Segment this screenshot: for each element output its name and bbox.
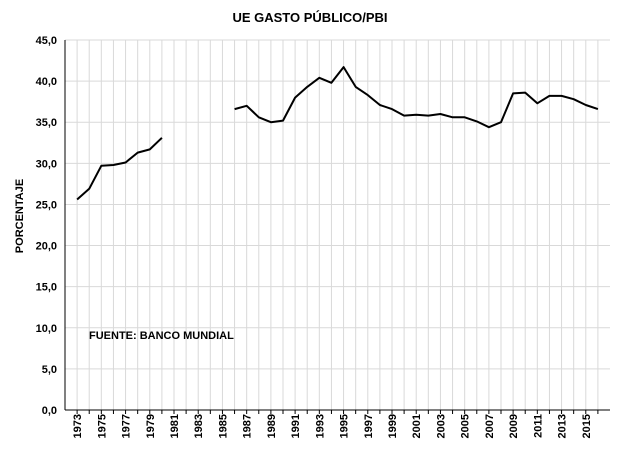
y-tick-label: 5,0	[42, 364, 57, 376]
x-tick-label: 1987	[242, 414, 254, 438]
x-tick-label: 2003	[435, 414, 447, 438]
source-annotation: FUENTE: BANCO MUNDIAL	[89, 330, 234, 342]
x-tick-label: 2001	[411, 414, 423, 438]
x-tick-label: 1995	[339, 414, 351, 438]
y-tick-labels: 0,0 5,0 10,0 15,0 20,0 25,0 30,0 35,0 40,0 45,0	[36, 35, 57, 417]
series-line-segment	[234, 66, 599, 129]
y-tick-label: 25,0	[36, 199, 57, 211]
x-tick-label: 1985	[217, 414, 229, 438]
y-tick-label: 0,0	[42, 405, 57, 417]
y-tick-label: 15,0	[36, 282, 57, 294]
x-tick-label: 2013	[557, 414, 569, 438]
x-tick-label: 1981	[169, 414, 181, 438]
y-tick-label: 10,0	[36, 323, 57, 335]
chart-title: UE GASTO PÚBLICO/PBI	[232, 10, 387, 25]
x-tick-label: 1989	[266, 414, 278, 438]
x-tick-label: 1977	[121, 414, 133, 438]
x-tick-label: 2005	[460, 414, 472, 438]
x-gridlines	[76, 40, 599, 410]
x-tick-label: 1979	[145, 414, 157, 438]
y-tick-label: 30,0	[36, 158, 57, 170]
x-tick-label: 1993	[314, 414, 326, 438]
y-tick-label: 20,0	[36, 241, 57, 253]
x-tick-label: 1973	[72, 414, 84, 438]
x-tick-label: 2009	[508, 414, 520, 438]
axes	[64, 40, 610, 414]
y-tick-label: 40,0	[36, 76, 57, 88]
series-layer	[76, 66, 599, 201]
x-tick-label: 1991	[290, 414, 302, 438]
x-tick-label: 1999	[387, 414, 399, 438]
x-tick-label: 1983	[193, 414, 205, 438]
y-tick-label: 45,0	[36, 35, 57, 47]
x-tick-labels: 1973 1975 1977 1979 1981 1983 1985 1987 1989 1991…	[72, 414, 593, 438]
y-gridlines	[65, 39, 610, 411]
x-tick-label: 1997	[363, 414, 375, 438]
y-tick-label: 35,0	[36, 117, 57, 129]
x-tick-label: 2011	[532, 414, 544, 438]
x-tick-label: 2007	[484, 414, 496, 438]
x-tick-label: 1975	[96, 414, 108, 438]
y-axis-label: PORCENTAJE	[14, 179, 26, 253]
series-line-segment	[76, 137, 163, 201]
x-tick-label: 2015	[581, 414, 593, 438]
